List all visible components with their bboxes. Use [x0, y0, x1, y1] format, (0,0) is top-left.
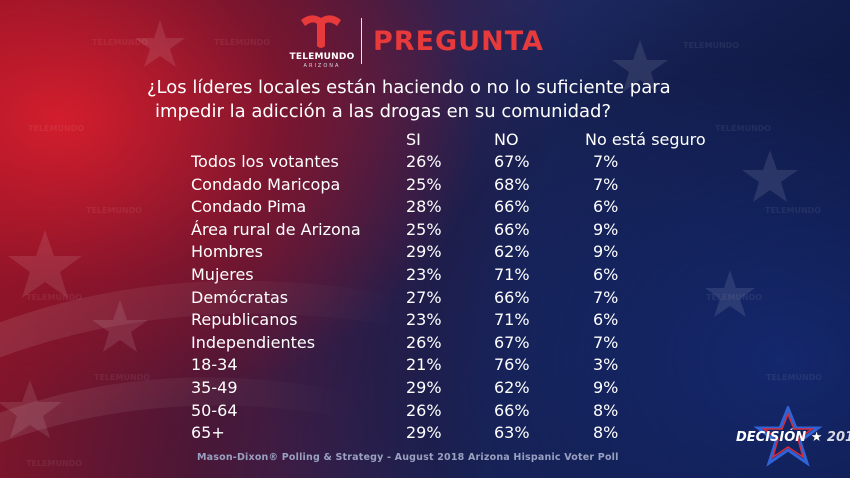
row-no: 71% — [494, 264, 530, 284]
row-no: 63% — [494, 423, 530, 443]
row-no: 66% — [494, 197, 530, 217]
decision-2018-badge: DECISIÓN ★ 2018 — [736, 406, 850, 468]
row-label: Todos los votantes — [191, 152, 339, 171]
row-not-sure: 8% — [593, 400, 619, 420]
row-si: 25% — [406, 219, 442, 239]
row-si: 27% — [406, 287, 442, 307]
row-label: 18-34 — [191, 355, 238, 375]
table-row: 18-34 21% 76% 3% — [0, 355, 850, 378]
badge-word: DECISIÓN — [736, 430, 807, 445]
row-not-sure: 6% — [593, 264, 619, 284]
svg-text:TELEMUNDO: TELEMUNDO — [92, 38, 148, 47]
table-row: Condado Pima 28% 66% 6% — [0, 197, 850, 220]
row-label: 35-49 — [191, 377, 238, 397]
row-no: 62% — [494, 377, 530, 397]
column-header-si: SI — [406, 130, 421, 149]
table-row: Independientes 26% 67% 7% — [0, 333, 850, 356]
column-header-no: NO — [494, 130, 519, 149]
question-line-1: ¿Los líderes locales están haciendo o no… — [147, 77, 671, 98]
row-si: 26% — [406, 152, 442, 171]
row-label: 50-64 — [191, 400, 238, 420]
row-label: Condado Maricopa — [191, 174, 341, 194]
header-divider — [361, 18, 362, 64]
svg-text:TELEMUNDO: TELEMUNDO — [715, 124, 771, 133]
row-no: 66% — [494, 400, 530, 420]
table-row: Mujeres 23% 71% 6% — [0, 265, 850, 288]
row-not-sure: 7% — [593, 174, 619, 194]
table-row: 65+ 29% 63% 8% — [0, 423, 850, 446]
telemundo-logo: TELEMUNDO ARIZONA — [287, 10, 357, 69]
table-row: 35-49 29% 62% 9% — [0, 378, 850, 401]
row-label: Condado Pima — [191, 197, 307, 217]
row-si: 23% — [406, 264, 442, 284]
row-label: Demócratas — [191, 287, 289, 307]
row-no: 71% — [494, 310, 530, 330]
row-no: 68% — [494, 174, 530, 194]
row-no: 76% — [494, 355, 530, 375]
results-table: Todos los votantes 26% 67% 7% Condado Ma… — [0, 152, 850, 446]
logo-name: TELEMUNDO — [289, 52, 355, 62]
svg-text:TELEMUNDO: TELEMUNDO — [28, 124, 84, 133]
row-not-sure: 6% — [593, 197, 619, 217]
badge-star: ★ — [810, 430, 823, 445]
logo-region: ARIZONA — [303, 63, 341, 69]
svg-text:TELEMUNDO: TELEMUNDO — [26, 459, 82, 468]
poll-source-footer: Mason-Dixon® Polling & Strategy - August… — [197, 452, 619, 463]
telemundo-t-icon — [301, 15, 341, 48]
row-no: 67% — [494, 152, 530, 171]
table-row: Demócratas 27% 66% 7% — [0, 288, 850, 311]
row-not-sure: 8% — [593, 423, 619, 443]
row-label: Mujeres — [191, 264, 254, 284]
svg-text:TELEMUNDO: TELEMUNDO — [683, 41, 739, 50]
row-no: 67% — [494, 332, 530, 352]
row-not-sure: 3% — [593, 355, 619, 375]
row-label: 65+ — [191, 423, 225, 443]
row-label: Área rural de Arizona — [191, 219, 361, 239]
row-si: 29% — [406, 242, 442, 262]
row-si: 25% — [406, 174, 442, 194]
row-not-sure: 7% — [593, 287, 619, 307]
row-not-sure: 9% — [593, 242, 619, 262]
row-not-sure: 6% — [593, 310, 619, 330]
row-no: 66% — [494, 219, 530, 239]
badge-year: 2018 — [826, 430, 850, 445]
row-no: 66% — [494, 287, 530, 307]
row-label: Independientes — [191, 332, 316, 352]
question-line-2: impedir la adicción a las drogas en su c… — [155, 101, 612, 122]
row-no: 62% — [494, 242, 530, 262]
badge-star-icon — [753, 406, 823, 467]
row-not-sure: 7% — [593, 332, 619, 352]
row-not-sure: 9% — [593, 377, 619, 397]
table-row: Republicanos 23% 71% 6% — [0, 310, 850, 333]
row-si: 23% — [406, 310, 442, 330]
row-si: 29% — [406, 423, 442, 443]
svg-text:TELEMUNDO: TELEMUNDO — [214, 38, 270, 47]
table-row: Hombres 29% 62% 9% — [0, 242, 850, 265]
row-si: 29% — [406, 377, 442, 397]
row-si: 21% — [406, 355, 442, 375]
table-row: Condado Maricopa 25% 68% 7% — [0, 175, 850, 198]
row-si: 26% — [406, 400, 442, 420]
table-row: 50-64 26% 66% 8% — [0, 401, 850, 424]
row-si: 28% — [406, 197, 442, 217]
row-label: Republicanos — [191, 310, 298, 330]
column-header-not-sure: No está seguro — [585, 130, 706, 149]
page-title: PREGUNTA — [373, 26, 544, 57]
row-label: Hombres — [191, 242, 263, 262]
row-not-sure: 7% — [593, 152, 619, 171]
poll-question: ¿Los líderes locales están haciendo o no… — [147, 76, 671, 124]
row-not-sure: 9% — [593, 219, 619, 239]
table-row: Área rural de Arizona 25% 66% 9% — [0, 220, 850, 243]
table-row: Todos los votantes 26% 67% 7% — [0, 152, 850, 175]
row-si: 26% — [406, 332, 442, 352]
